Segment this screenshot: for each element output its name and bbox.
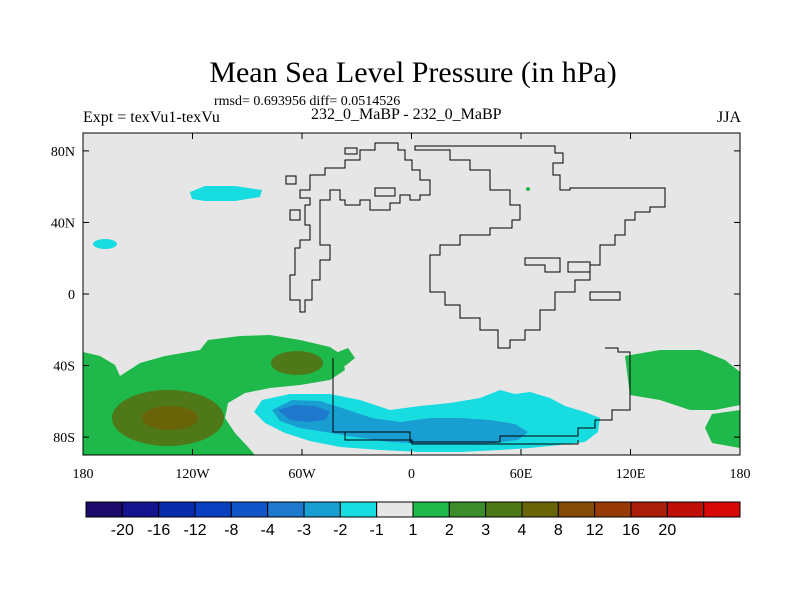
island-outline-4: [374, 187, 396, 197]
y-tick-label: 40N: [51, 216, 75, 231]
island-outline-6: [567, 261, 591, 273]
green-anomaly-east: [625, 350, 740, 410]
colorbar: -20 -16 -12 -8 -4 -3 -2 -1 1 2 3 4 8 12 16 20: [85, 501, 741, 539]
colorbar-bin: [448, 501, 487, 518]
colorbar-bin: [158, 501, 196, 518]
colorbar-bin: [630, 501, 668, 518]
island-outline-3: [344, 147, 358, 155]
case-label: 232_0_MaBP - 232_0_MaBP: [311, 106, 502, 123]
x-tick-label: 0: [408, 467, 415, 482]
x-tick-label: 180: [730, 467, 751, 482]
colorbar-label: 20: [658, 522, 676, 539]
chart-title: Mean Sea Level Pressure (in hPa): [209, 56, 617, 89]
y-tick-label: 80S: [53, 431, 75, 446]
colorbar-bin: [376, 501, 414, 518]
x-tick-label: 120W: [175, 467, 210, 482]
season-label: JJA: [716, 109, 741, 126]
island-outline-2: [289, 209, 301, 221]
x-tick-label: 120E: [616, 467, 646, 482]
colorbar-label: -12: [183, 522, 206, 539]
y-tick-label: 0: [68, 288, 75, 303]
colorbar-bin: [485, 501, 523, 518]
x-tick-label: 60W: [288, 467, 316, 482]
colorbar-bin: [594, 501, 632, 518]
colorbar-label: 4: [518, 522, 527, 539]
x-tick-label: 60E: [510, 467, 533, 482]
antarctic-low-blue: [272, 400, 528, 444]
brown-anomaly-chile: [271, 351, 323, 375]
colorbar-label: -1: [370, 522, 384, 539]
colorbar-label: -2: [333, 522, 347, 539]
colorbar-label: 16: [622, 522, 640, 539]
colorbar-label: -3: [297, 522, 311, 539]
colorbar-bin: [85, 501, 123, 518]
green-dot: [526, 187, 530, 191]
antarctic-low-deep: [278, 405, 330, 422]
colorbar-label: -16: [147, 522, 170, 539]
colorbar-label: 12: [586, 522, 604, 539]
green-anomaly-southeast: [705, 410, 740, 448]
colorbar-bin: [303, 501, 341, 518]
colorbar-bin: [412, 501, 450, 518]
y-axis: 80N 40N 0 40S 80S: [51, 145, 740, 446]
colorbar-label: 1: [409, 522, 418, 539]
stats-label: rmsd= 0.693956 diff= 0.0514526: [214, 94, 401, 109]
colorbar-bin: [267, 501, 305, 518]
antarctic-outline: [332, 347, 631, 445]
experiment-label: Expt = texVu1-texVu: [83, 109, 220, 126]
colorbar-bin: [703, 501, 741, 518]
colorbar-bin: [230, 501, 269, 518]
continent-outline: [414, 145, 666, 349]
colorbar-label: -4: [261, 522, 275, 539]
brown-anomaly-core: [142, 406, 198, 430]
continent-outline-north: [289, 142, 431, 313]
colorbar-bin: [121, 501, 160, 518]
colorbar-label: 8: [554, 522, 563, 539]
colorbar-label: -8: [224, 522, 238, 539]
green-anomaly-patch: [336, 348, 355, 366]
colorbar-label: 2: [445, 522, 454, 539]
island-outline-7: [589, 291, 621, 301]
x-axis: 180 120W 60W 0 60E 120E 180: [73, 133, 751, 482]
colorbar-bin: [557, 501, 596, 518]
map-area: [83, 133, 740, 455]
small-low-west: [93, 239, 117, 249]
colorbar-bin: [666, 501, 705, 518]
y-tick-label: 80N: [51, 145, 75, 160]
colorbar-label: -20: [111, 522, 134, 539]
island-outline-1: [285, 175, 297, 185]
island-outline-5: [524, 257, 561, 273]
colorbar-bin: [194, 501, 232, 518]
north-pacific-low: [190, 186, 262, 201]
colorbar-bin: [521, 501, 559, 518]
colorbar-bin: [339, 501, 378, 518]
colorbar-label: 3: [481, 522, 490, 539]
y-tick-label: 40S: [53, 360, 75, 375]
x-tick-label: 180: [73, 467, 94, 482]
